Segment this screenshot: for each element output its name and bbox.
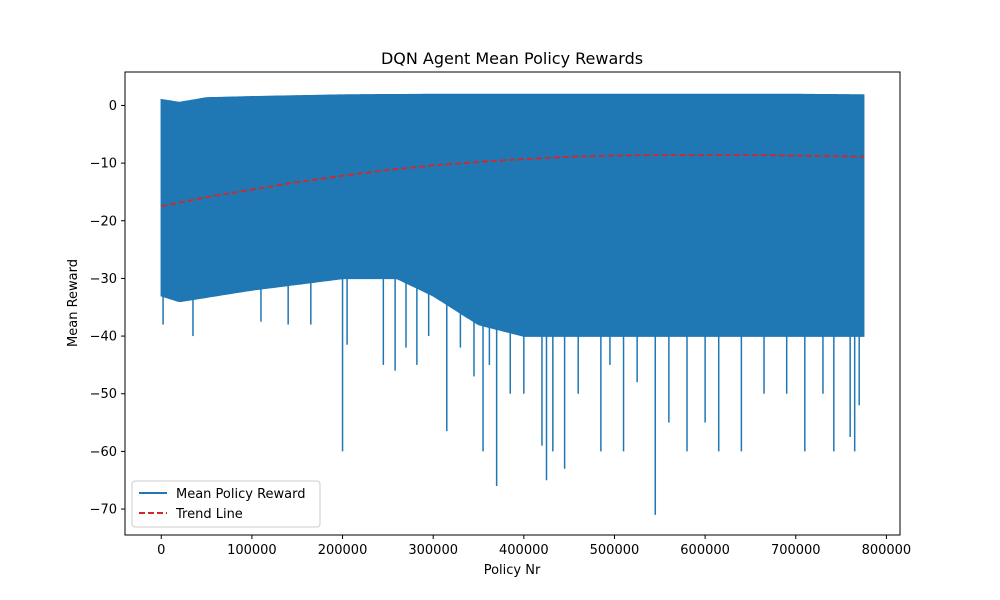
- y-tick-label-6: −60: [90, 445, 117, 460]
- y-tick-label-3: −30: [90, 272, 117, 287]
- plot-frame: [124, 71, 901, 536]
- x-tick-label-6: 600000: [680, 543, 730, 558]
- y-tick-label-2: −20: [90, 214, 117, 229]
- series-trend-line: [161, 154, 864, 208]
- y-tick-label-5: −50: [90, 387, 117, 402]
- x-tick-label-2: 200000: [318, 543, 368, 558]
- y-tick-label-4: −40: [90, 330, 117, 345]
- axes: 0 100000 200000 300000 400000 500000 600000 700…: [90, 71, 912, 558]
- y-axis-label: Mean Reward: [66, 259, 81, 347]
- x-tick-label-8: 800000: [862, 543, 912, 558]
- chart-title: DQN Agent Mean Policy Rewards: [381, 49, 643, 68]
- x-tick-label-7: 700000: [771, 543, 821, 558]
- y-tick-label-0: 0: [109, 99, 117, 114]
- x-tick-label-3: 300000: [408, 543, 458, 558]
- plot-area: [160, 93, 865, 515]
- x-tick-label-4: 400000: [499, 543, 549, 558]
- y-tick-label-1: −10: [90, 157, 117, 172]
- x-axis-label: Policy Nr: [484, 563, 541, 578]
- x-tick-label-0: 0: [157, 543, 165, 558]
- series-mean-policy-reward-band: [160, 93, 865, 337]
- legend-label-mean-policy-reward: Mean Policy Reward: [176, 487, 306, 502]
- y-tick-label-7: −70: [90, 503, 117, 518]
- x-tick-label-1: 100000: [227, 543, 277, 558]
- legend: Mean Policy Reward Trend Line: [131, 480, 321, 528]
- legend-label-trend-line: Trend Line: [175, 507, 243, 522]
- x-tick-label-5: 500000: [590, 543, 640, 558]
- legend-box: [131, 480, 321, 528]
